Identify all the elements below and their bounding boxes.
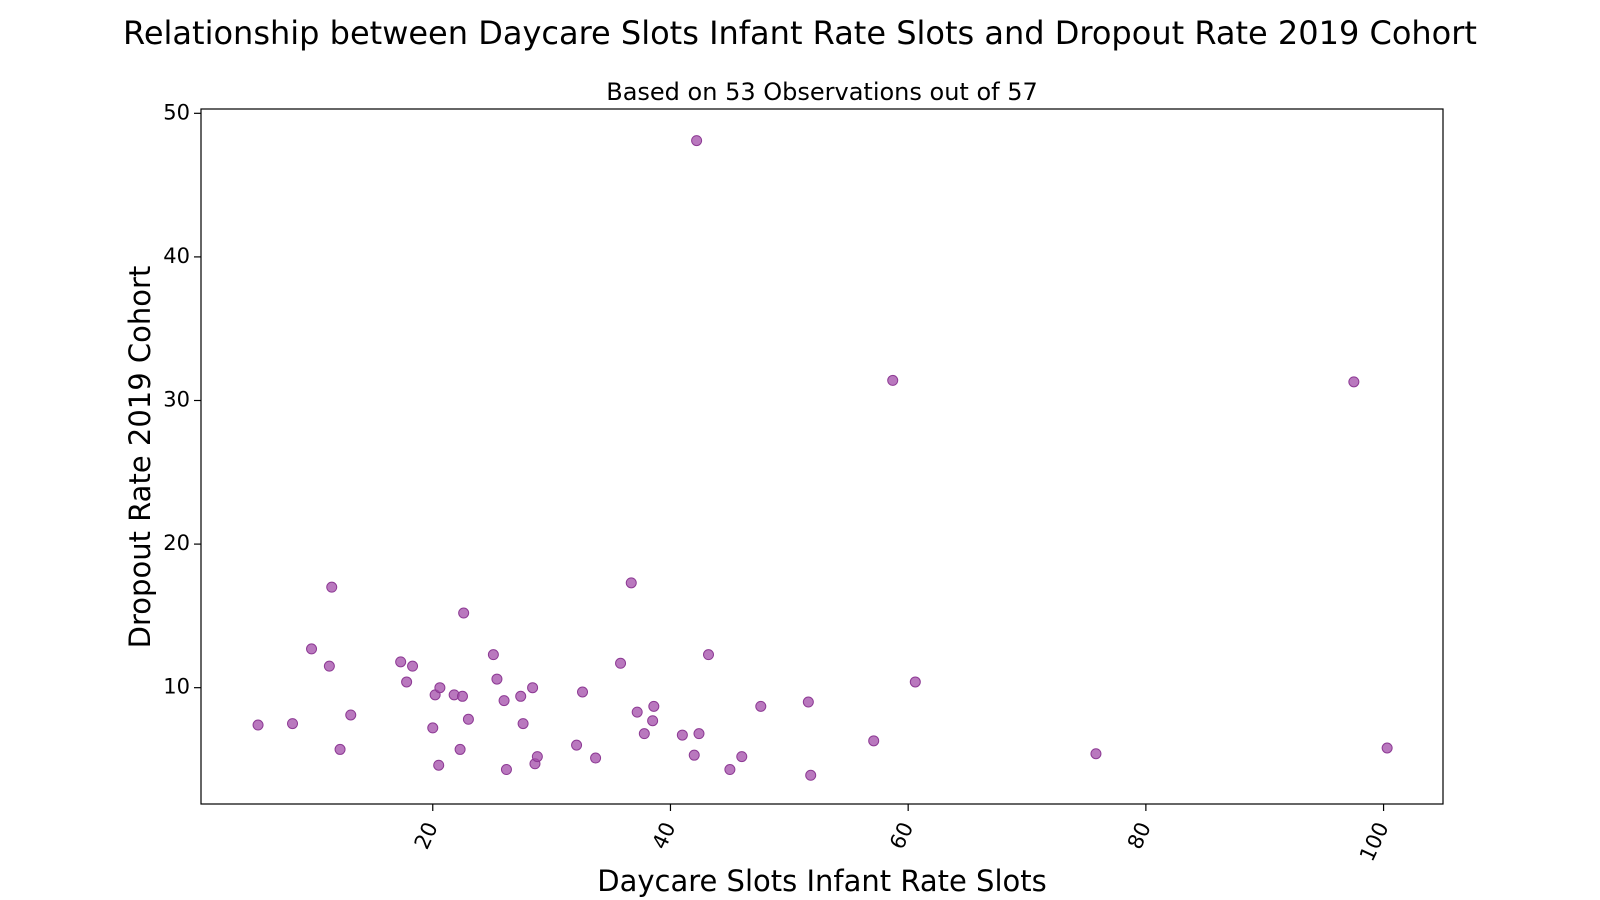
y-tick-label: 10: [163, 675, 190, 699]
data-point: [693, 728, 705, 740]
data-point: [638, 728, 650, 740]
x-tick-label: 60: [885, 819, 918, 853]
data-point: [491, 673, 503, 685]
data-point: [334, 743, 346, 755]
data-point: [802, 696, 814, 708]
data-point: [326, 581, 338, 593]
data-point: [647, 715, 659, 727]
data-point: [454, 743, 466, 755]
x-axis-ticks: 20 40 60 80 100: [410, 804, 1394, 865]
data-point: [702, 649, 714, 661]
data-point: [1090, 748, 1102, 760]
data-point: [407, 660, 419, 672]
x-tick-label: 20: [410, 819, 443, 853]
data-point: [648, 700, 660, 712]
data-point: [427, 722, 439, 734]
data-point: [515, 690, 527, 702]
data-point: [462, 713, 474, 725]
scatter-points: [252, 135, 1393, 781]
x-tick-label: 80: [1123, 819, 1156, 853]
plot-area-frame: [200, 108, 1444, 805]
y-tick-label: 50: [163, 100, 190, 124]
data-point: [434, 682, 446, 694]
data-point: [724, 764, 736, 776]
y-tick-label: 30: [163, 387, 190, 411]
data-point: [676, 729, 688, 741]
data-point: [625, 577, 637, 589]
data-point: [401, 676, 413, 688]
y-axis-ticks: 10 20 30 40 50: [163, 100, 201, 699]
data-point: [527, 682, 539, 694]
data-point: [395, 656, 407, 668]
data-point: [433, 759, 445, 771]
data-point: [1348, 376, 1360, 388]
x-tick-label: 40: [647, 819, 680, 853]
y-axis-label: Dropout Rate 2019 Cohort: [123, 266, 157, 649]
data-point: [1381, 742, 1393, 754]
data-point: [691, 135, 703, 147]
chart-subtitle: Based on 53 Observations out of 57: [606, 78, 1038, 106]
data-point: [531, 751, 543, 763]
data-point: [631, 706, 643, 718]
data-point: [323, 660, 335, 672]
data-point: [736, 751, 748, 763]
data-point: [909, 676, 921, 688]
data-point: [500, 764, 512, 776]
data-point: [590, 752, 602, 764]
data-point: [571, 739, 583, 751]
data-point: [487, 649, 499, 661]
data-point: [615, 657, 627, 669]
data-point: [306, 643, 318, 655]
y-tick-label: 40: [163, 244, 190, 268]
data-point: [868, 735, 880, 747]
data-point: [755, 700, 767, 712]
data-point: [458, 607, 470, 619]
data-point: [287, 718, 299, 730]
data-point: [498, 695, 510, 707]
data-point: [577, 686, 589, 698]
y-tick-label: 20: [163, 531, 190, 555]
data-point: [887, 374, 899, 386]
x-axis-label: Daycare Slots Infant Rate Slots: [597, 864, 1047, 898]
data-point: [252, 719, 264, 731]
data-point: [688, 749, 700, 761]
data-point: [456, 690, 468, 702]
data-point: [517, 718, 529, 730]
x-tick-label: 100: [1355, 819, 1394, 865]
chart-title: Relationship between Daycare Slots Infan…: [123, 14, 1477, 52]
data-point: [345, 709, 357, 721]
data-point: [805, 769, 817, 781]
